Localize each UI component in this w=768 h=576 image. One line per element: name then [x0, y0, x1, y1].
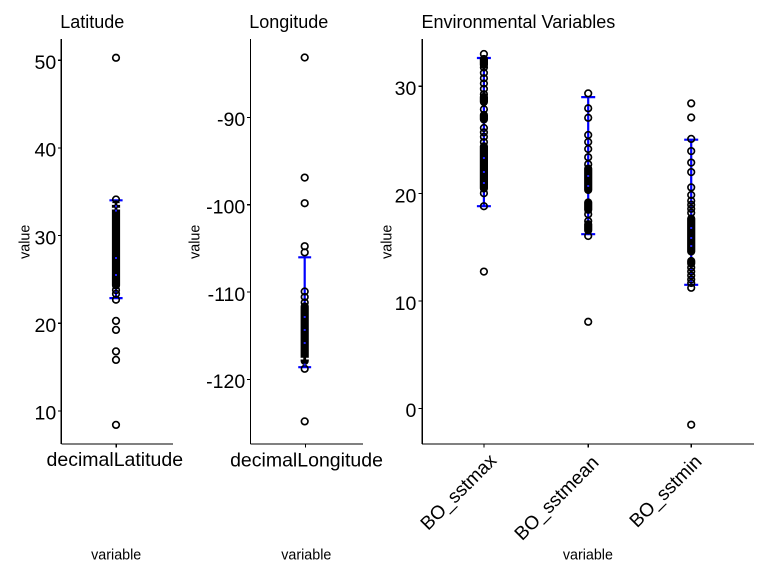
svg-text:-100: -100 — [206, 196, 245, 218]
svg-text:Longitude: Longitude — [249, 12, 328, 32]
svg-text:Environmental Variables: Environmental Variables — [422, 12, 616, 32]
svg-text:value: value — [188, 225, 204, 259]
svg-text:10: 10 — [34, 403, 56, 425]
svg-text:40: 40 — [34, 140, 56, 162]
svg-text:value: value — [18, 225, 34, 259]
svg-text:Latitude: Latitude — [60, 12, 124, 32]
svg-text:50: 50 — [34, 52, 56, 74]
svg-text:decimalLatitude: decimalLatitude — [47, 449, 184, 471]
svg-text:-90: -90 — [217, 109, 245, 131]
svg-text:variable: variable — [563, 547, 613, 563]
svg-text:variable: variable — [281, 547, 331, 563]
svg-text:30: 30 — [395, 78, 417, 100]
svg-text:0: 0 — [405, 400, 416, 422]
svg-text:20: 20 — [34, 315, 56, 337]
svg-text:decimalLongitude: decimalLongitude — [230, 449, 383, 471]
svg-text:-110: -110 — [208, 284, 246, 306]
svg-text:10: 10 — [395, 293, 417, 315]
svg-text:variable: variable — [91, 547, 141, 563]
svg-text:value: value — [380, 225, 396, 259]
svg-text:20: 20 — [395, 185, 417, 207]
svg-text:-120: -120 — [206, 371, 245, 393]
svg-text:30: 30 — [34, 227, 56, 249]
